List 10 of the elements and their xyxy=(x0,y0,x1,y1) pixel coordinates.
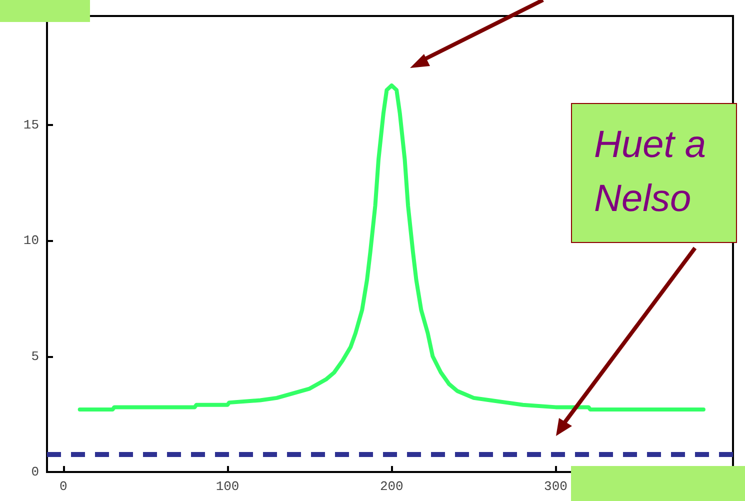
y-tick-label: 15 xyxy=(23,117,39,132)
x-tick-label: 100 xyxy=(216,479,240,494)
y-tick-label: 0 xyxy=(31,464,39,480)
x-tick-label: 300 xyxy=(544,479,568,494)
line-series xyxy=(78,83,706,412)
x-tick-label: 200 xyxy=(380,479,404,494)
y-tick-label: 5 xyxy=(31,348,39,364)
x-tick-label: 0 xyxy=(60,479,68,494)
y-tick-label: 10 xyxy=(23,233,39,248)
annotation: Huet a Nelso xyxy=(571,103,737,243)
